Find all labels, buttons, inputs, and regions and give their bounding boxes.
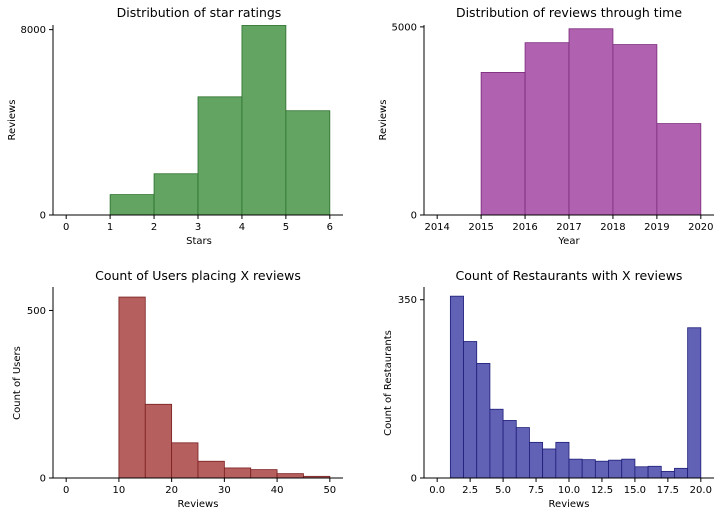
x-tick-label: 0.0 <box>429 485 445 496</box>
plot-area-years: 2014 2015 2016 2017 2018 2019 2020 0 5000 <box>392 22 714 233</box>
y-tick-label: 8000 <box>21 25 46 36</box>
y-axis-label-stars: Reviews <box>7 100 18 141</box>
x-tick-label: 50 <box>323 485 336 496</box>
histogram-bar <box>503 420 516 478</box>
histogram-bar <box>622 459 635 478</box>
x-tick-label: 12.5 <box>591 485 613 496</box>
histogram-bar <box>450 296 463 478</box>
x-tick-label: 2017 <box>556 222 581 233</box>
histogram-bar <box>582 460 595 478</box>
y-tick-label: 0 <box>411 211 417 222</box>
histogram-bar <box>251 470 277 478</box>
chart-title-restaurants: Count of Restaurants with X reviews <box>456 268 683 283</box>
y-tick-label: 500 <box>27 306 46 317</box>
x-tick-label: 30 <box>218 485 231 496</box>
x-tick-label: 2 <box>151 222 157 233</box>
histogram-bar <box>595 461 608 478</box>
chart-title-years: Distribution of reviews through time <box>456 5 682 20</box>
y-tick-label: 350 <box>398 295 417 306</box>
histogram-bar <box>198 97 242 215</box>
histogram-bar <box>569 29 613 215</box>
x-tick-label: 6 <box>327 222 333 233</box>
plot-area-restaurants: 0.0 2.5 5.0 7.5 10.0 12.5 15.0 17.5 20.0 0 350 <box>398 287 714 496</box>
y-axis-label-years: Reviews <box>378 100 389 141</box>
histogram-bar <box>556 442 569 478</box>
x-tick-label: 0 <box>63 485 69 496</box>
x-tick-label: 17.5 <box>657 485 679 496</box>
y-tick-label: 0 <box>40 211 46 222</box>
histogram-bar <box>613 45 657 215</box>
x-tick-label: 20.0 <box>690 485 712 496</box>
y-tick-label: 0 <box>411 474 417 485</box>
x-tick-label: 15.0 <box>624 485 646 496</box>
x-tick-label: 5 <box>283 222 289 233</box>
chart-title-stars: Distribution of star ratings <box>117 5 282 20</box>
chart-title-users: Count of Users placing X reviews <box>95 268 301 283</box>
x-tick-label: 4 <box>239 222 245 233</box>
x-tick-label: 0 <box>63 222 69 233</box>
histogram-bar <box>198 461 224 478</box>
histogram-bar <box>543 449 556 478</box>
histogram-bar <box>635 467 648 478</box>
histogram-bar <box>481 72 525 215</box>
x-tick-label: 40 <box>271 485 284 496</box>
histogram-bar <box>529 442 542 478</box>
x-tick-label: 2019 <box>644 222 669 233</box>
x-tick-label: 10 <box>113 485 126 496</box>
histogram-bar <box>145 404 171 478</box>
histogram-bar <box>516 428 529 478</box>
histogram-bar <box>172 443 198 478</box>
x-tick-label: 5.0 <box>495 485 511 496</box>
x-tick-label: 2014 <box>424 222 449 233</box>
x-tick-label: 1 <box>107 222 113 233</box>
x-axis-label-users: Reviews <box>178 499 219 510</box>
x-tick-label: 2016 <box>512 222 537 233</box>
x-axis-label-restaurants: Reviews <box>549 499 590 510</box>
histogram-bar <box>525 43 569 215</box>
x-tick-label: 3 <box>195 222 201 233</box>
histogram-bar <box>674 468 687 478</box>
plot-area-stars: 0 1 2 3 4 5 6 0 8000 <box>21 25 343 233</box>
x-tick-label: 10.0 <box>558 485 580 496</box>
histogram-bar <box>464 341 477 478</box>
x-tick-label: 2015 <box>468 222 493 233</box>
histogram-bar <box>154 174 198 215</box>
y-axis-label-restaurants: Count of Restaurants <box>383 330 394 436</box>
histogram-bar <box>286 111 330 215</box>
histogram-bar <box>609 460 622 478</box>
histogram-bar <box>119 297 145 478</box>
x-tick-label: 2.5 <box>462 485 478 496</box>
histogram-bar <box>490 409 503 478</box>
x-tick-label: 7.5 <box>528 485 544 496</box>
x-tick-label: 2020 <box>688 222 713 233</box>
histogram-bar <box>661 471 674 478</box>
histogram-bar <box>242 25 286 215</box>
histogram-bar <box>648 466 661 478</box>
x-tick-label: 2018 <box>600 222 625 233</box>
histogram-bar <box>569 459 582 478</box>
y-tick-label: 5000 <box>392 22 417 33</box>
histogram-bar <box>688 328 701 478</box>
histogram-bar <box>277 474 303 478</box>
x-axis-label-years: Year <box>557 236 580 247</box>
histogram-bar <box>224 468 250 478</box>
histogram-bar <box>110 195 154 215</box>
y-tick-label: 0 <box>40 474 46 485</box>
y-axis-label-users: Count of Users <box>12 346 23 420</box>
histogram-bar <box>657 124 701 215</box>
x-tick-label: 20 <box>165 485 178 496</box>
histogram-bar <box>477 363 490 478</box>
x-axis-label-stars: Stars <box>186 236 212 247</box>
